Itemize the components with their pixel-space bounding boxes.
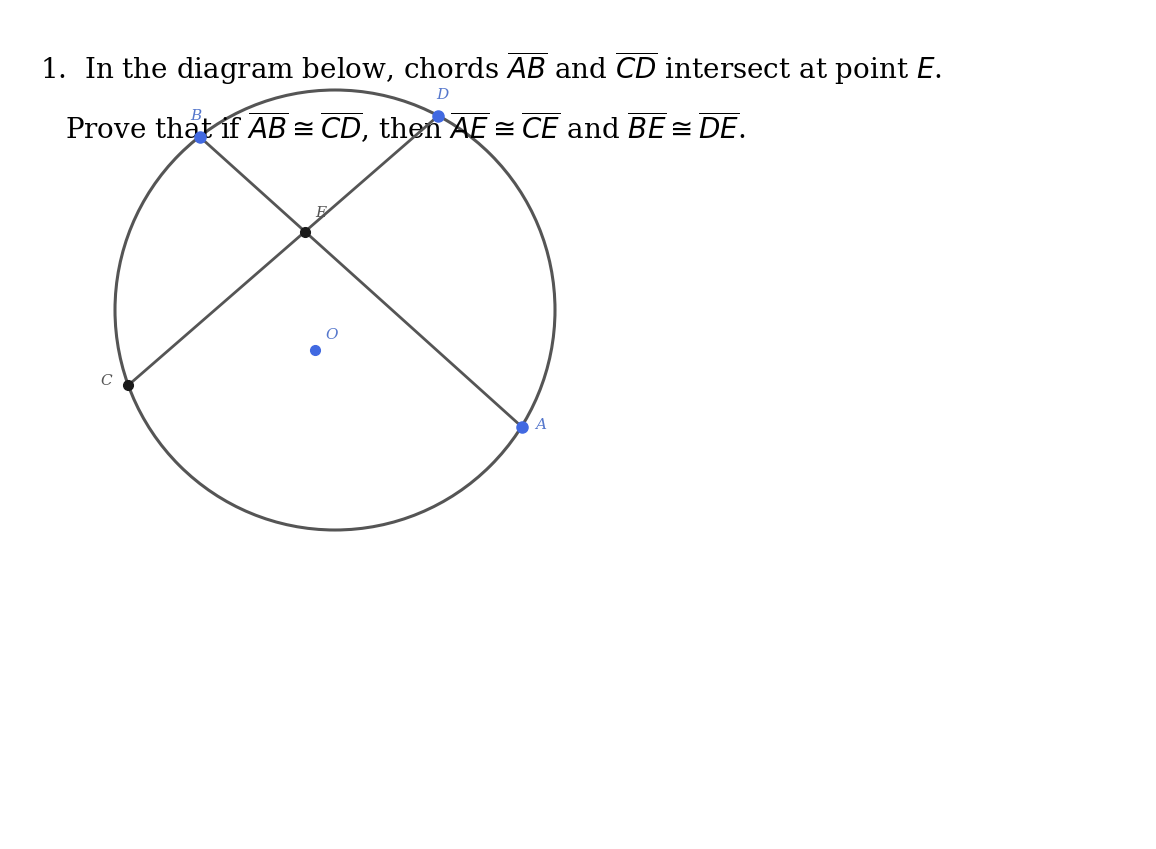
Text: 1.  In the diagram below, chords $\overline{AB}$ and $\overline{CD}$ intersect a: 1. In the diagram below, chords $\overli…	[40, 49, 942, 87]
Text: D: D	[436, 87, 449, 102]
Text: B: B	[190, 109, 201, 122]
Text: O: O	[325, 328, 338, 342]
Text: Prove that if $\overline{AB} \cong \overline{CD}$, then $\overline{AE} \cong \ov: Prove that if $\overline{AB} \cong \over…	[65, 109, 746, 144]
Text: C: C	[101, 374, 112, 388]
Text: E: E	[316, 205, 326, 220]
Text: A: A	[535, 418, 547, 431]
